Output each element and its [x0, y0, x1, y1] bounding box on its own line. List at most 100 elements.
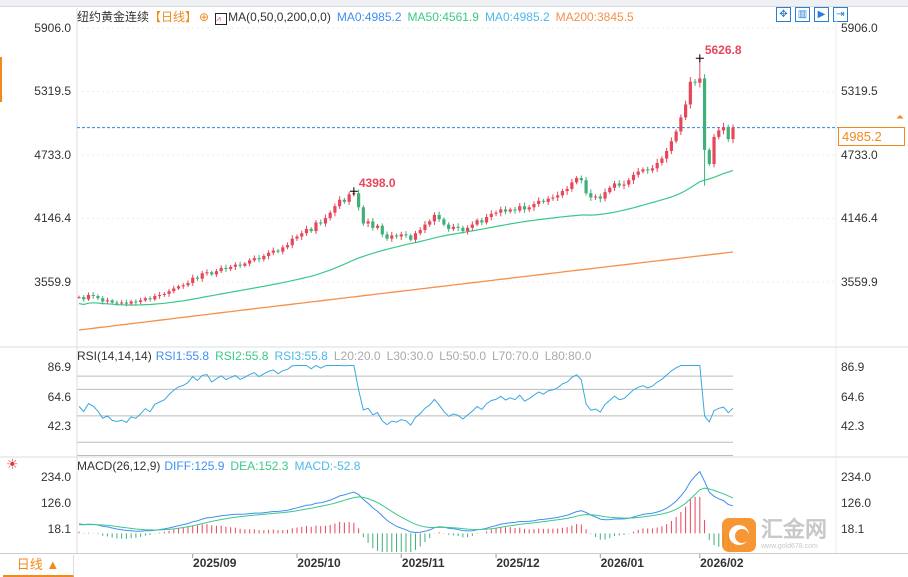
legend-value: L70:70.0	[492, 349, 539, 363]
candle-down	[224, 267, 228, 269]
macd-axis-label-left: 126.0	[40, 496, 71, 511]
sun-icon[interactable]: ☀	[6, 456, 19, 472]
candle-down	[503, 209, 508, 212]
candle-up	[285, 245, 290, 248]
candle-up	[674, 131, 678, 142]
candle-up	[328, 212, 332, 219]
candle-down	[110, 300, 114, 303]
candle-up	[612, 183, 617, 188]
candle-up	[570, 182, 574, 189]
candle-up	[518, 206, 522, 211]
rsi-axis-label-right: 86.9	[841, 360, 865, 374]
ma50-line	[78, 169, 734, 306]
candle-down	[101, 298, 105, 302]
high-price-label: 4398.0	[358, 176, 396, 191]
candle-up	[532, 204, 536, 208]
candle-up	[593, 196, 598, 198]
candle-up	[323, 218, 328, 224]
month-label: 2025/11	[401, 556, 445, 570]
candle-up	[631, 174, 636, 181]
candle-up	[428, 221, 432, 225]
rsi-axis-label-right: 64.6	[841, 389, 865, 404]
month-label: 2026/02	[700, 556, 744, 570]
candle-down	[380, 225, 384, 235]
candle-down	[385, 234, 389, 239]
rsi-axis-label-left: 42.3	[47, 419, 71, 433]
candle-up	[200, 273, 204, 279]
candle-up	[300, 233, 304, 237]
price-axis-label-left: 4146.4	[34, 211, 71, 226]
candle-down	[257, 258, 261, 260]
candle-up	[660, 158, 664, 163]
candle-up	[650, 168, 655, 171]
candle-down	[480, 220, 484, 223]
candle-down	[461, 227, 465, 232]
legend-value: DIFF:125.9	[164, 459, 225, 473]
legend-value: MA50:4561.9	[407, 10, 479, 24]
candle-up	[688, 81, 692, 105]
high-marker-icon	[349, 187, 358, 196]
move-icon[interactable]: ✥	[776, 7, 791, 22]
candle-down	[96, 296, 100, 299]
month-label: 2026/01	[600, 556, 644, 570]
expand-up-icon[interactable]: ⏶	[896, 112, 904, 123]
candle-up	[304, 228, 309, 234]
legend-value: MA200:3845.5	[555, 10, 634, 24]
candle-down	[584, 180, 588, 194]
price-axis-label-left: 5906.0	[34, 21, 71, 35]
bar-chart-icon[interactable]: ▥	[795, 7, 810, 22]
candle-up	[508, 209, 512, 212]
candle-up	[366, 221, 370, 224]
candle-down	[342, 199, 346, 202]
candle-up	[499, 209, 503, 213]
candle-up	[475, 220, 479, 225]
watermark-logo	[722, 518, 756, 552]
candle-down	[702, 78, 707, 150]
candle-up	[399, 234, 403, 237]
candle-up	[290, 238, 294, 246]
candle-up	[186, 283, 190, 286]
rsi-legend: RSI(14,14,14) RSI1:55.8 RSI2:55.8 RSI3:55.8…	[77, 349, 603, 363]
period-label[interactable]: 【日线】	[149, 10, 198, 24]
macd-dea-line	[79, 487, 734, 531]
period-button[interactable]: 日线 ▲	[3, 555, 74, 577]
candle-up	[229, 266, 233, 269]
candle-down	[210, 272, 214, 275]
candle-up	[162, 293, 166, 295]
candle-up	[466, 227, 470, 232]
candle-up	[338, 199, 342, 207]
macd-diff-line	[78, 470, 734, 534]
candle-down	[361, 207, 365, 224]
candle-up	[451, 226, 455, 229]
month-label: 2025/10	[297, 556, 341, 570]
candle-up	[665, 150, 669, 159]
candle-up	[233, 264, 237, 267]
candle-up	[669, 141, 673, 151]
candle-up	[731, 127, 735, 140]
candle-up	[494, 212, 498, 214]
candle-up	[698, 78, 702, 83]
price-axis-label-left: 3559.9	[34, 274, 71, 289]
candle-up	[717, 130, 721, 137]
macd-title: MACD(26,12,9)	[77, 459, 161, 473]
candle-up	[219, 267, 223, 272]
price-axis-label-right: 5906.0	[841, 21, 878, 35]
candle-up	[556, 195, 560, 198]
settings-icon[interactable]: ⊕	[199, 10, 210, 24]
macd-axis-label-left: 18.1	[47, 522, 71, 536]
candle-up	[375, 225, 380, 228]
candle-up	[712, 136, 716, 164]
exit-icon[interactable]: ⇥	[833, 7, 848, 22]
candle-down	[437, 214, 441, 220]
candle-down	[91, 294, 95, 297]
price-axis-label-right: 4733.0	[841, 147, 878, 162]
candle-down	[371, 221, 375, 228]
candle-up	[484, 217, 489, 223]
ma-icon[interactable]: ⩘	[215, 13, 228, 25]
month-label: 2025/09	[193, 556, 237, 570]
rsi-axis-label-right: 42.3	[841, 419, 865, 433]
play-icon[interactable]: ▶	[814, 7, 829, 22]
candle-up	[418, 230, 422, 234]
macd-legend: MACD(26,12,9) DIFF:125.9 DEA:152.3 MACD:-52…	[77, 459, 372, 473]
